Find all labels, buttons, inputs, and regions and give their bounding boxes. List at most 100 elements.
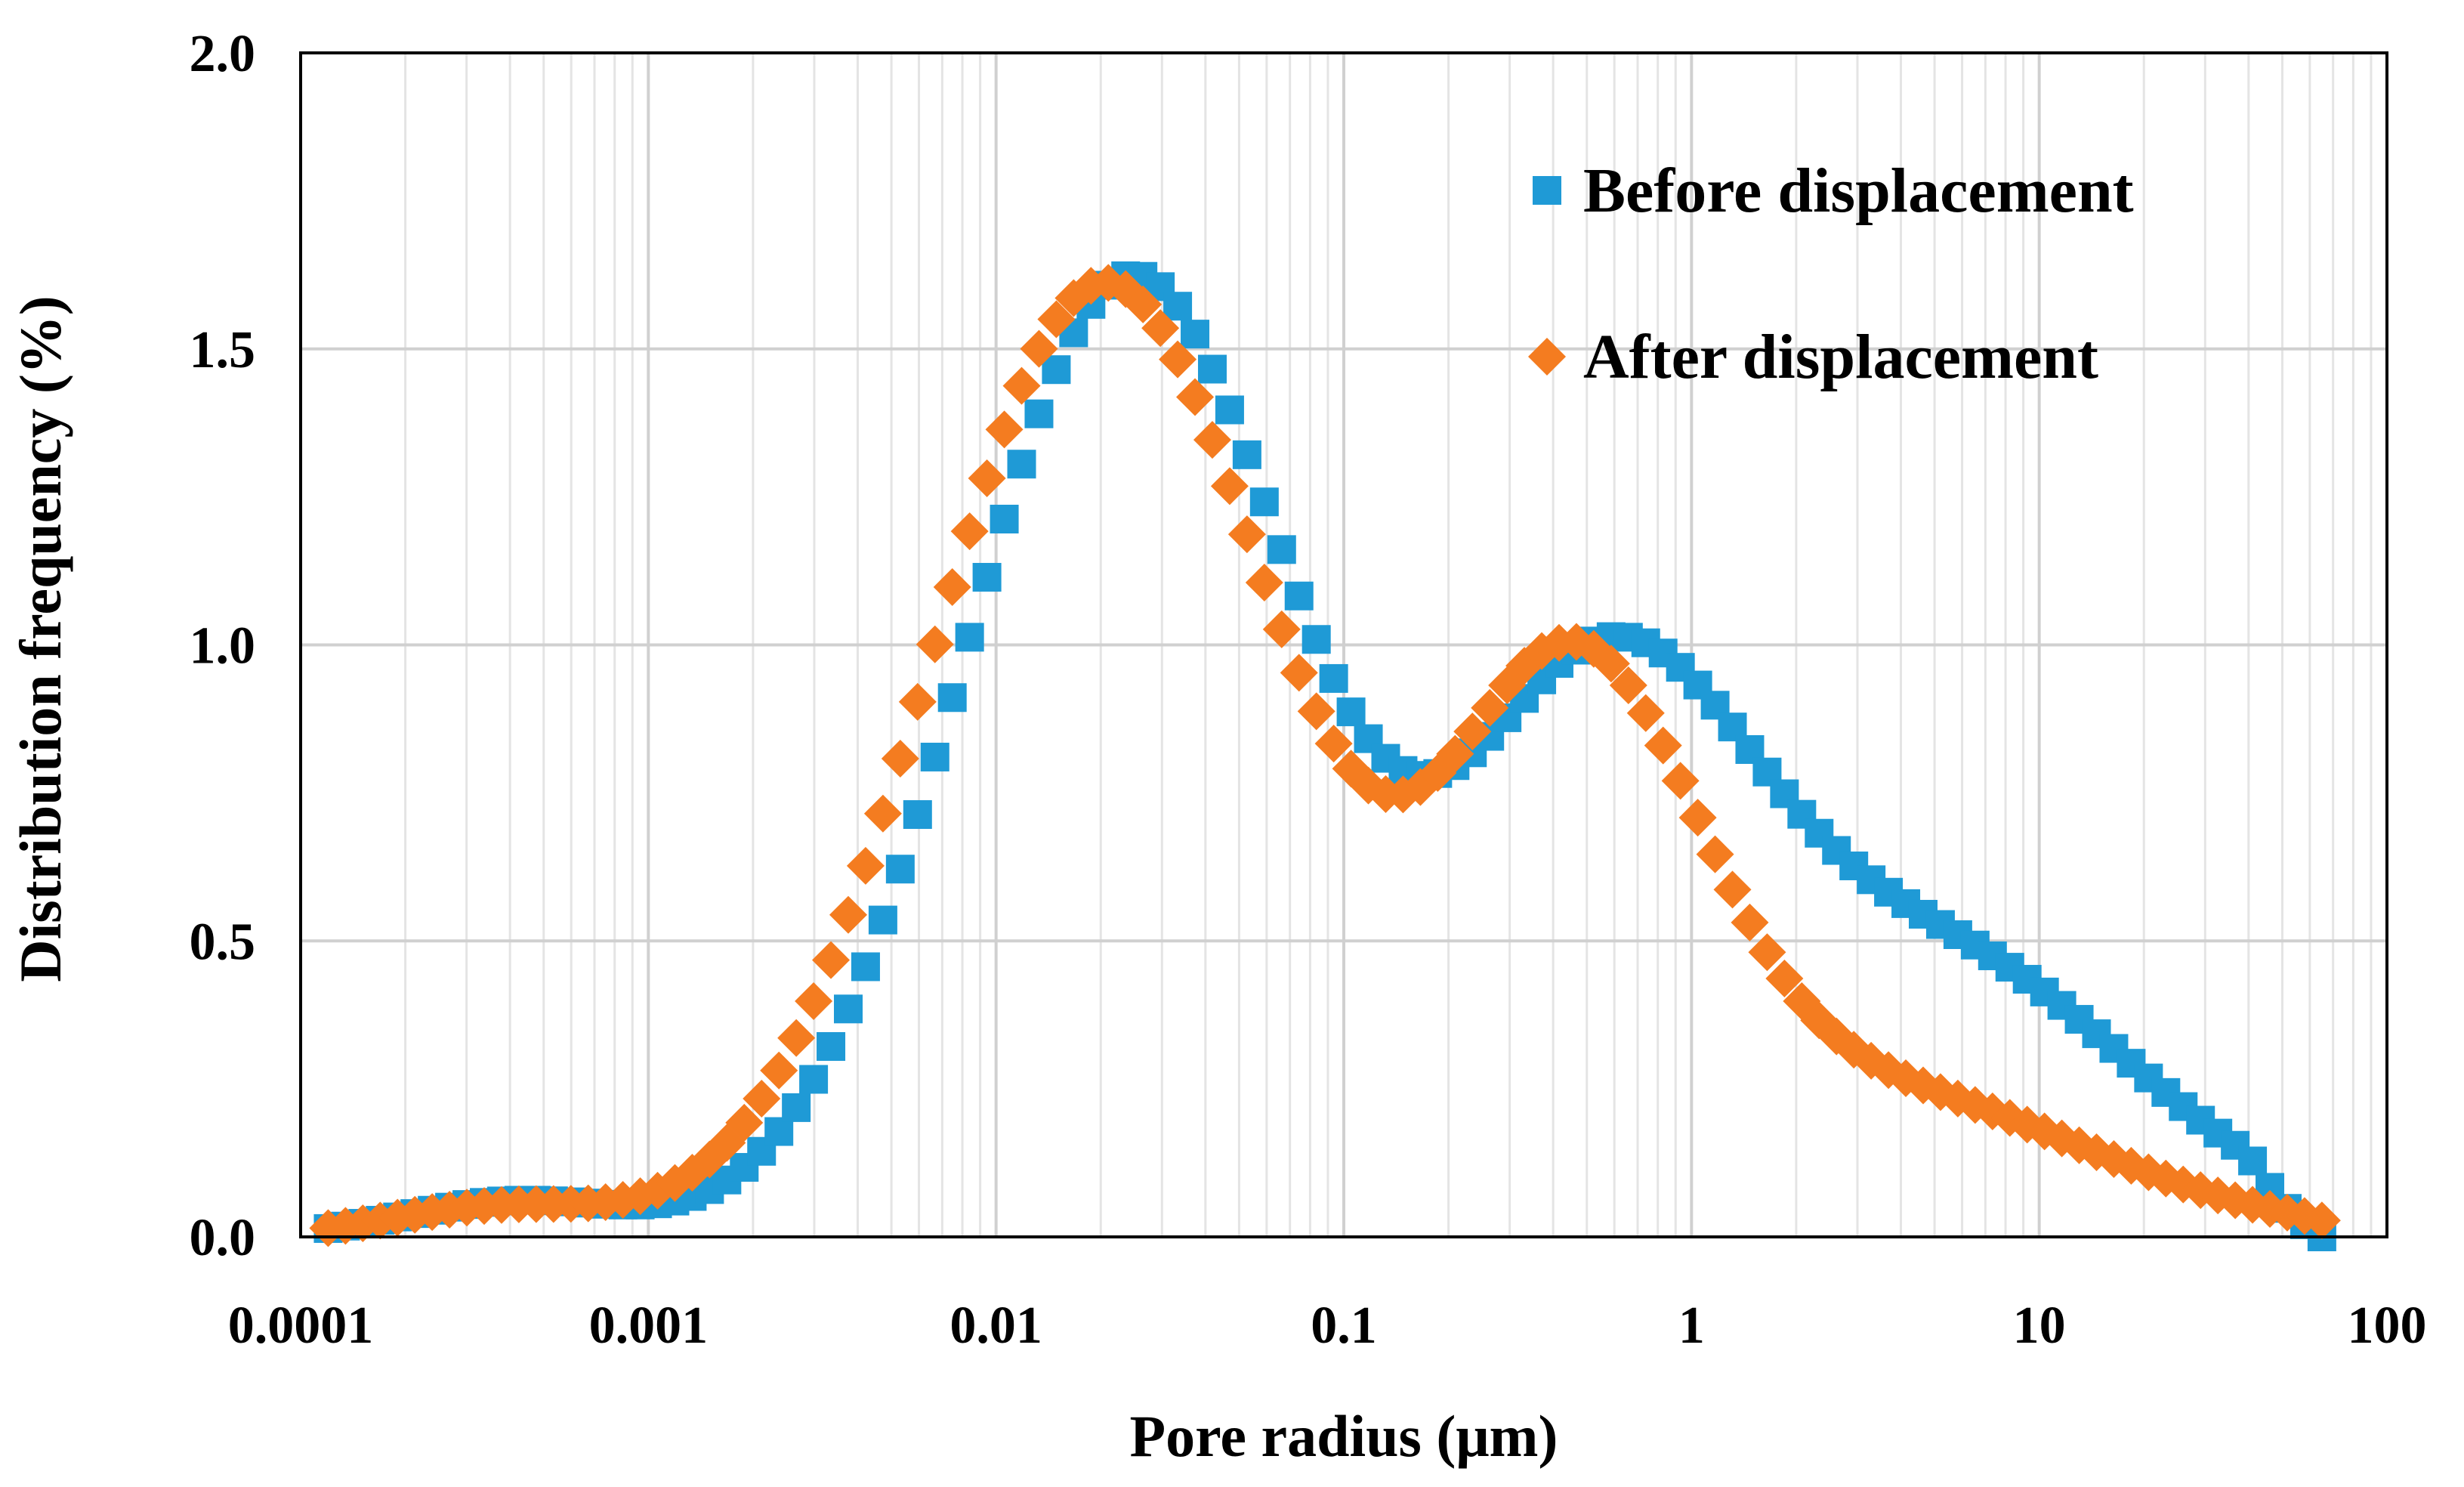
x-axis-tick-labels: 0.0001 0.001 0.01 0.1 1 10 100 bbox=[228, 1297, 2427, 1355]
data-point bbox=[903, 800, 932, 830]
data-point bbox=[1181, 320, 1210, 349]
x-tick-label: 0.1 bbox=[1311, 1297, 1377, 1355]
data-point bbox=[760, 1051, 798, 1090]
data-point bbox=[1713, 870, 1752, 909]
data-point bbox=[1592, 645, 1630, 683]
data-point bbox=[1159, 340, 1197, 379]
data-point bbox=[1297, 692, 1335, 731]
y-tick-label: 0.0 bbox=[190, 1209, 256, 1267]
legend-marker-before bbox=[1533, 176, 1561, 205]
data-point bbox=[1301, 625, 1331, 654]
data-point bbox=[950, 512, 989, 551]
x-tick-label: 0.0001 bbox=[228, 1297, 374, 1355]
data-point bbox=[1471, 688, 1509, 727]
data-point bbox=[1262, 610, 1301, 648]
data-point bbox=[955, 623, 984, 652]
data-point bbox=[1436, 734, 1474, 773]
data-point bbox=[1002, 366, 1041, 405]
y-tick-label: 0.5 bbox=[190, 913, 256, 971]
data-point bbox=[1319, 663, 1348, 693]
legend: Before displacement After displacement bbox=[1528, 156, 2134, 392]
y-tick-label: 1.0 bbox=[190, 617, 256, 675]
data-point bbox=[1124, 285, 1163, 323]
data-point bbox=[1210, 467, 1249, 505]
data-point bbox=[933, 567, 971, 606]
data-point bbox=[1696, 835, 1734, 873]
data-point bbox=[937, 683, 967, 713]
data-point bbox=[1284, 581, 1314, 611]
data-point bbox=[1661, 762, 1700, 800]
data-point bbox=[990, 504, 1019, 533]
data-point bbox=[1197, 354, 1227, 384]
data-point bbox=[782, 1093, 811, 1122]
data-point bbox=[1644, 726, 1682, 765]
legend-marker-shape bbox=[1528, 338, 1566, 376]
data-point bbox=[985, 410, 1024, 449]
data-point bbox=[1141, 309, 1180, 348]
data-point bbox=[2302, 1201, 2341, 1240]
series-1 bbox=[309, 264, 2341, 1247]
data-series-layer bbox=[309, 261, 2341, 1251]
data-point bbox=[1176, 378, 1215, 416]
data-point bbox=[1314, 725, 1353, 763]
data-point bbox=[1336, 697, 1366, 727]
data-point bbox=[777, 1019, 816, 1057]
data-point bbox=[1453, 713, 1492, 751]
data-point bbox=[846, 846, 885, 885]
data-point bbox=[885, 855, 915, 884]
data-point bbox=[1626, 694, 1665, 732]
data-point bbox=[881, 740, 919, 778]
y-axis-tick-labels: 0.0 0.5 1.0 1.5 2.0 bbox=[190, 25, 256, 1267]
data-point bbox=[1267, 535, 1296, 564]
data-point bbox=[812, 941, 851, 979]
data-point bbox=[868, 905, 897, 935]
data-point bbox=[829, 895, 867, 934]
data-point bbox=[916, 625, 954, 663]
data-point bbox=[920, 742, 949, 771]
data-point bbox=[2238, 1146, 2268, 1176]
data-point bbox=[725, 1103, 764, 1142]
data-point bbox=[898, 682, 937, 721]
data-point bbox=[1007, 450, 1036, 479]
data-point bbox=[1163, 292, 1193, 321]
data-point bbox=[1227, 515, 1266, 554]
data-point bbox=[743, 1080, 781, 1118]
x-tick-label: 100 bbox=[2348, 1297, 2427, 1355]
x-tick-label: 0.01 bbox=[949, 1297, 1042, 1355]
data-point bbox=[1037, 300, 1076, 339]
x-tick-label: 10 bbox=[2013, 1297, 2066, 1355]
data-point bbox=[1765, 960, 1804, 998]
data-point bbox=[795, 982, 833, 1021]
data-point bbox=[1249, 487, 1279, 517]
data-point bbox=[1245, 564, 1283, 602]
data-point bbox=[1731, 903, 1769, 941]
y-tick-label: 2.0 bbox=[190, 25, 256, 83]
legend-marker-shape bbox=[1533, 176, 1561, 205]
legend-label-before: Before displacement bbox=[1583, 156, 2134, 226]
legend-label-after: After displacement bbox=[1583, 322, 2098, 392]
data-point bbox=[1678, 799, 1717, 837]
data-point bbox=[863, 794, 902, 833]
plot-frame bbox=[299, 51, 2388, 1238]
x-tick-label: 1 bbox=[1678, 1297, 1705, 1355]
data-point bbox=[1609, 666, 1647, 705]
data-point bbox=[968, 459, 1006, 498]
data-point bbox=[851, 952, 880, 982]
data-point bbox=[1193, 421, 1231, 459]
x-tick-label: 0.001 bbox=[589, 1297, 709, 1355]
data-point bbox=[833, 994, 863, 1024]
data-point bbox=[1042, 355, 1071, 385]
data-point bbox=[1215, 395, 1244, 425]
data-point bbox=[1232, 440, 1261, 469]
data-point bbox=[799, 1065, 829, 1094]
data-point bbox=[1280, 654, 1318, 692]
y-axis-title: Distribution frequency (%) bbox=[8, 295, 73, 982]
data-point bbox=[817, 1032, 846, 1062]
data-point bbox=[972, 563, 1002, 592]
y-tick-label: 1.5 bbox=[190, 321, 256, 379]
legend-marker-after bbox=[1528, 338, 1566, 376]
data-point bbox=[1748, 933, 1786, 972]
series-0 bbox=[313, 261, 2336, 1251]
data-point bbox=[1024, 399, 1054, 428]
